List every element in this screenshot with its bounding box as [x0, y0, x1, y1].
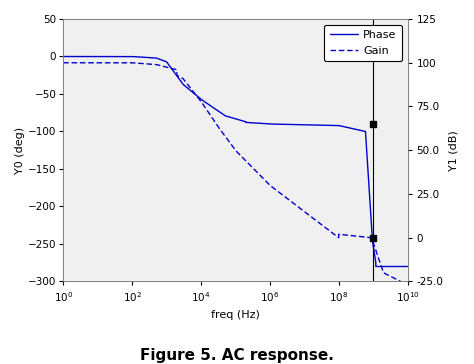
Gain	[120, 60, 126, 65]
Gain	[398, 279, 404, 284]
Text: Figure 5. AC response.: Figure 5. AC response.	[140, 348, 334, 363]
Legend: Phase, Gain: Phase, Gain	[324, 24, 402, 61]
Phase	[373, 264, 379, 269]
Line: Gain: Gain	[63, 63, 408, 285]
X-axis label: freq (Hz): freq (Hz)	[211, 310, 260, 320]
Gain	[405, 283, 410, 287]
Gain	[60, 60, 66, 65]
Gain	[100, 60, 105, 65]
Phase	[398, 264, 404, 269]
Gain	[361, 235, 366, 239]
Y-axis label: Y0 (deg): Y0 (deg)	[15, 127, 25, 174]
Phase	[361, 129, 366, 133]
Phase	[60, 54, 66, 59]
Y-axis label: Y1 (dB): Y1 (dB)	[449, 130, 459, 171]
Phase	[192, 92, 198, 97]
Line: Phase: Phase	[63, 56, 408, 266]
Phase	[207, 103, 213, 108]
Phase	[100, 54, 105, 59]
Gain	[192, 92, 198, 96]
Gain	[207, 113, 213, 117]
Phase	[120, 54, 126, 59]
Phase	[405, 264, 410, 269]
